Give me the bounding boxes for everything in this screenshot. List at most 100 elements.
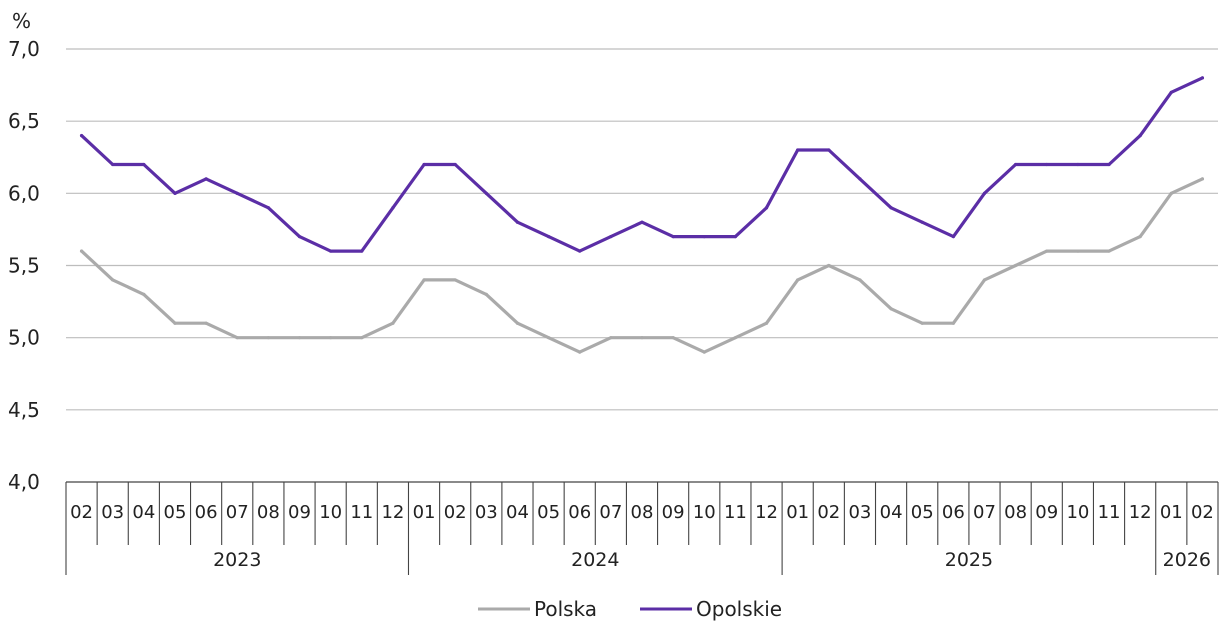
data-point-opolskie <box>453 162 457 167</box>
y-tick-label: 4,5 <box>8 398 40 422</box>
data-point-opolskie <box>1045 162 1049 167</box>
data-point-polska <box>484 292 488 296</box>
data-point-polska <box>235 336 239 340</box>
data-point-opolskie <box>111 162 115 167</box>
month-tick-label: 01 <box>1160 502 1183 523</box>
data-point-polska <box>671 336 675 340</box>
data-point-opolskie <box>204 177 208 181</box>
data-point-polska <box>796 278 800 282</box>
data-point-opolskie <box>484 191 488 195</box>
y-tick-label: 6,0 <box>8 181 40 205</box>
month-tick-label: 11 <box>1098 502 1121 523</box>
data-point-polska <box>266 336 270 340</box>
data-point-opolskie <box>297 235 302 239</box>
data-point-opolskie <box>173 191 177 195</box>
data-point-polska <box>640 336 644 340</box>
data-point-polska <box>827 263 831 268</box>
month-tick-label: 09 <box>288 502 311 523</box>
month-tick-label: 01 <box>413 502 436 523</box>
data-point-polska <box>1045 249 1049 253</box>
month-tick-label: 05 <box>537 502 560 523</box>
data-point-polska <box>1200 177 1205 181</box>
data-point-opolskie <box>235 191 239 195</box>
month-tick-label: 06 <box>568 502 591 523</box>
month-tick-label: 03 <box>848 502 871 523</box>
x-axis: 02 03 04 05 06 07 08 09 10 11 12 01 02 03 04 05 06 07 08 09… <box>65 481 1219 575</box>
month-tick-label: 08 <box>631 502 654 523</box>
data-point-polska <box>1169 191 1173 195</box>
data-point-opolskie <box>733 235 738 239</box>
year-label: 2025 <box>945 549 993 571</box>
data-point-opolskie <box>329 249 333 253</box>
data-point-polska <box>360 336 364 340</box>
data-point-polska <box>173 321 177 325</box>
month-tick-label: 06 <box>942 502 965 523</box>
data-point-opolskie <box>920 220 924 224</box>
data-point-polska <box>329 336 333 340</box>
data-point-polska <box>1014 263 1018 268</box>
data-point-polska <box>609 336 613 340</box>
month-tick-label: 07 <box>973 502 996 523</box>
data-point-opolskie <box>951 235 955 239</box>
y-tick-label: 5,0 <box>8 326 40 350</box>
month-tick-label: 08 <box>257 502 280 523</box>
y-axis-label: % <box>12 9 31 33</box>
month-tick-label: 09 <box>662 502 685 523</box>
month-tick-label: 02 <box>817 502 840 523</box>
month-tick-label: 12 <box>1129 502 1152 523</box>
month-tick-label: 11 <box>724 502 747 523</box>
y-tick-label: 6,5 <box>8 109 40 133</box>
data-point-opolskie <box>889 206 893 210</box>
data-point-opolskie <box>982 191 987 195</box>
data-point-polska <box>702 350 706 354</box>
y-tick-label: 4,0 <box>8 470 40 494</box>
data-point-polska <box>920 321 924 325</box>
data-point-polska <box>204 321 208 325</box>
legend: Polska Opolskie <box>478 597 782 621</box>
data-point-opolskie <box>360 249 364 253</box>
month-tick-label: 07 <box>226 502 249 523</box>
data-point-opolskie <box>391 206 395 210</box>
month-tick-label: 06 <box>195 502 218 523</box>
data-point-polska <box>858 278 862 282</box>
data-point-polska <box>422 278 426 282</box>
data-point-opolskie <box>1107 162 1111 167</box>
data-point-polska <box>111 278 115 282</box>
month-tick-label: 03 <box>101 502 124 523</box>
month-tick-label: 04 <box>506 502 529 523</box>
data-point-polska <box>391 321 395 325</box>
data-point-opolskie <box>796 148 800 152</box>
y-tick-label: 7,0 <box>8 37 40 61</box>
year-label: 2023 <box>213 549 261 571</box>
month-tick-label: 05 <box>164 502 187 523</box>
data-point-polska <box>546 336 551 340</box>
month-tick-label: 04 <box>132 502 155 523</box>
month-tick-label: 02 <box>70 502 93 523</box>
data-point-polska <box>453 278 457 282</box>
data-point-opolskie <box>515 220 520 224</box>
data-point-opolskie <box>640 220 644 224</box>
data-point-polska <box>142 292 146 296</box>
data-point-opolskie <box>827 148 831 152</box>
month-tick-label: 02 <box>444 502 467 523</box>
month-tick-label: 04 <box>880 502 903 523</box>
y-axis: % 7,0 6,5 6,0 5,5 5,0 4,5 4,0 <box>8 9 40 494</box>
data-point-opolskie <box>266 206 270 210</box>
month-tick-label: 12 <box>755 502 778 523</box>
month-tick-label: 05 <box>911 502 934 523</box>
month-tick-label: 09 <box>1035 502 1058 523</box>
data-point-polska <box>733 336 738 340</box>
gridlines <box>66 48 1218 411</box>
series-line-opolskie <box>79 76 1205 253</box>
legend-label-opolskie: Opolskie <box>696 597 782 621</box>
month-tick-label: 03 <box>475 502 498 523</box>
data-point-opolskie <box>671 235 675 239</box>
month-tick-label: 07 <box>599 502 622 523</box>
data-point-opolskie <box>1138 134 1142 138</box>
data-point-opolskie <box>609 235 613 239</box>
data-point-opolskie <box>1076 162 1080 167</box>
data-point-opolskie <box>546 235 551 239</box>
legend-label-polska: Polska <box>534 597 597 621</box>
data-point-polska <box>1076 249 1080 253</box>
